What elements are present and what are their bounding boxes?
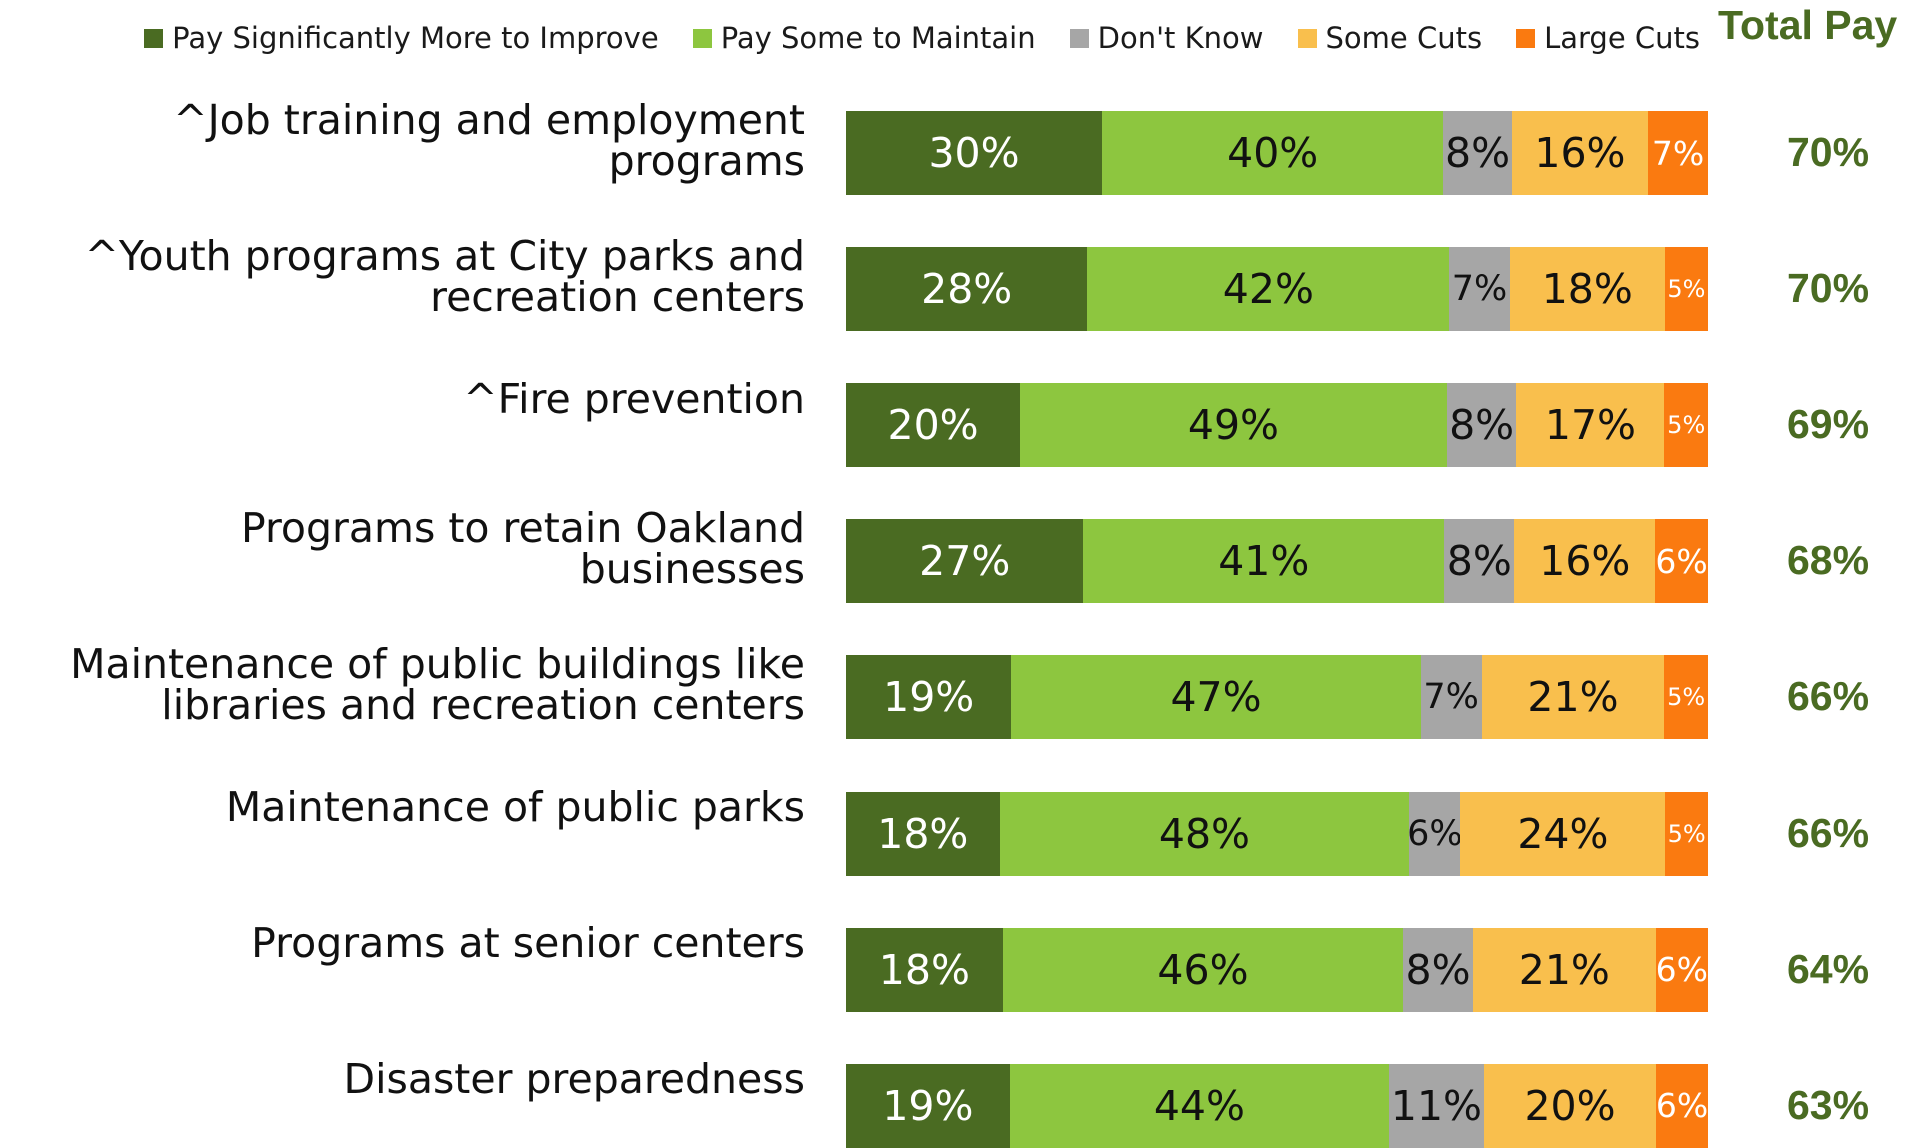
bar-segment: 6% (1409, 791, 1461, 876)
legend-label: Pay Some to Maintain (720, 21, 1036, 55)
stacked-bar: 18% 46% 8% 21% 6% (846, 927, 1708, 1012)
legend-label: Don't Know (1097, 21, 1264, 55)
stacked-bar: 18% 48% 6% 24% 5% (846, 791, 1708, 876)
bar-segment: 19% (846, 1063, 1010, 1148)
bar-segment: 24% (1460, 791, 1666, 876)
bar-segment: 40% (1102, 111, 1444, 195)
category-label: ^Job training and employment programs (173, 96, 805, 185)
legend-item: Some Cuts (1297, 21, 1483, 55)
bar-segment: 8% (1444, 519, 1515, 604)
bar-segment: 30% (846, 111, 1103, 195)
category-label: Programs to retain Oakland businesses (240, 504, 805, 594)
bar-segment: 42% (1087, 247, 1450, 332)
total-pay-value: 69% (1786, 401, 1870, 448)
bar-segment: 5% (1664, 655, 1708, 740)
bar-segment: 8% (1443, 111, 1512, 195)
category-label: Maintenance of public parks (225, 783, 805, 831)
bar-segment: 21% (1472, 927, 1656, 1012)
total-pay-value: 64% (1786, 945, 1870, 992)
category-label: ^Youth programs at City parks and recrea… (84, 232, 805, 322)
total-pay-value: 70% (1786, 265, 1870, 312)
legend-label: Some Cuts (1325, 21, 1483, 55)
legend: Pay Significantly More to Improve Pay Som… (0, 14, 1700, 62)
total-pay-value: 66% (1786, 809, 1870, 856)
stacked-bar: 30% 40% 8% 16% 7% (846, 111, 1708, 195)
bar-segment: 41% (1083, 519, 1445, 604)
bar-segment: 16% (1511, 111, 1649, 195)
bar-segment: 28% (846, 247, 1088, 332)
bar-segment: 20% (846, 383, 1021, 468)
bar-segment: 8% (1403, 927, 1473, 1012)
bar-segment: 5% (1664, 383, 1708, 468)
bar-segment: 44% (1009, 1063, 1390, 1148)
bar-segment: 18% (846, 791, 1000, 876)
legend-item: Pay Some to Maintain (692, 21, 1036, 55)
legend-item: Pay Significantly More to Improve (144, 21, 659, 55)
stacked-bar: 20% 49% 8% 17% 5% (846, 383, 1708, 468)
bar-segment: 6% (1655, 519, 1708, 604)
legend-swatch (1069, 28, 1089, 48)
total-pay-value: 66% (1786, 673, 1870, 720)
legend-swatch (144, 28, 164, 48)
total-pay-header: Total Pay (1718, 2, 1898, 48)
bar-segment: 7% (1648, 111, 1708, 195)
bar-segment: 18% (1509, 247, 1665, 332)
legend-label: Large Cuts (1544, 21, 1700, 55)
category-label: ^Fire prevention (463, 374, 805, 423)
stacked-bar: 28% 42% 7% 18% 5% (846, 247, 1708, 332)
bar-segment: 7% (1449, 247, 1510, 332)
category-label: Maintenance of public buildings like lib… (70, 640, 805, 730)
stacked-bar: 19% 47% 7% 21% 5% (846, 655, 1708, 740)
legend-item: Large Cuts (1516, 21, 1700, 55)
legend-swatch (1297, 28, 1317, 48)
bar-segment: 6% (1656, 1063, 1708, 1148)
legend-label: Pay Significantly More to Improve (172, 21, 659, 55)
bar-segment: 7% (1420, 655, 1482, 740)
bar-segment: 47% (1011, 655, 1421, 740)
legend-swatch (692, 28, 712, 48)
stacked-bar: 27% 41% 8% 16% 6% (846, 519, 1708, 604)
legend-swatch (1516, 28, 1536, 48)
stacked-bar: 19% 44% 11% 20% 6% (846, 1063, 1708, 1148)
bar-segment: 6% (1655, 927, 1708, 1012)
category-label: Disaster preparedness (343, 1055, 806, 1104)
bar-segment: 46% (1002, 927, 1404, 1012)
bar-segment: 5% (1665, 791, 1708, 876)
total-pay-value: 70% (1786, 129, 1870, 175)
bar-segment: 21% (1481, 655, 1665, 740)
legend-item: Don't Know (1069, 21, 1264, 55)
total-pay-value: 68% (1786, 537, 1870, 584)
bar-segment: 5% (1664, 247, 1708, 332)
total-pay-value: 63% (1786, 1081, 1870, 1128)
bar-segment: 16% (1514, 519, 1656, 604)
bar-segment: 18% (846, 927, 1003, 1012)
bar-segment: 19% (846, 655, 1012, 740)
bar-segment: 8% (1446, 383, 1517, 468)
bar-segment: 49% (1020, 383, 1447, 468)
bar-segment: 17% (1516, 383, 1665, 468)
bar-segment: 48% (999, 791, 1410, 876)
bar-segment: 20% (1483, 1063, 1657, 1148)
category-label: Programs at senior centers (251, 919, 805, 968)
bar-segment: 11% (1389, 1063, 1484, 1148)
bar-segment: 27% (846, 519, 1084, 604)
